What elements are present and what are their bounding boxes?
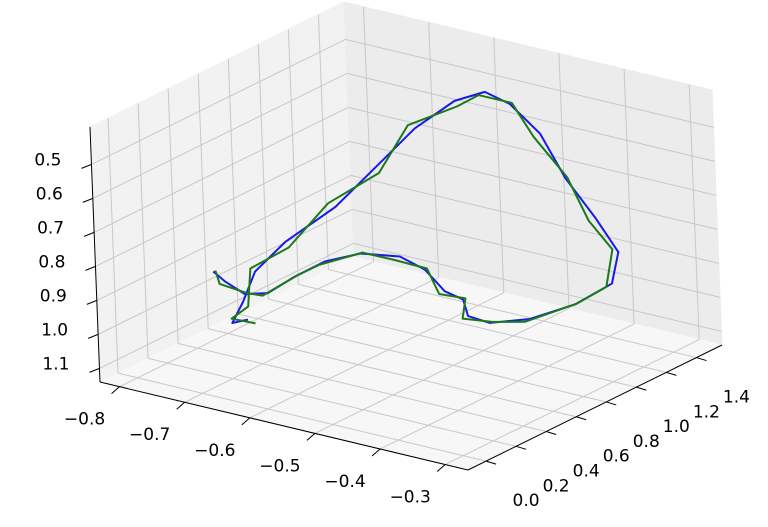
grid-line bbox=[91, 38, 346, 165]
x-tick bbox=[111, 386, 120, 395]
y-tick-label: 0.8 bbox=[633, 432, 660, 452]
y-tick-label: 1.4 bbox=[723, 388, 750, 408]
y-tick-label: 0.4 bbox=[573, 462, 600, 482]
grid-line bbox=[352, 208, 721, 298]
y-tick bbox=[485, 460, 497, 465]
grid-line bbox=[345, 38, 714, 128]
z-tick bbox=[89, 367, 100, 373]
z-tick-label: 1.0 bbox=[41, 320, 68, 340]
grid-line bbox=[99, 242, 354, 369]
x-axis-line bbox=[99, 381, 469, 471]
grid-line bbox=[314, 307, 570, 434]
grid-line bbox=[348, 106, 717, 196]
x-tick bbox=[306, 433, 316, 441]
y-tick bbox=[576, 416, 587, 421]
grid-line bbox=[317, 14, 329, 270]
z-tick-label: 0.5 bbox=[34, 150, 61, 170]
grid-line bbox=[428, 22, 440, 278]
y-tick bbox=[515, 445, 527, 450]
grid-line bbox=[96, 174, 352, 301]
y-tick bbox=[606, 401, 617, 406]
grid-line bbox=[287, 29, 299, 285]
z-tick-label: 0.8 bbox=[38, 252, 65, 272]
grid-line bbox=[137, 103, 149, 359]
grid-line bbox=[444, 339, 700, 465]
z-axis-line bbox=[89, 126, 101, 383]
z-tick-label: 0.9 bbox=[40, 286, 67, 306]
grid-line bbox=[249, 292, 505, 419]
grid-line bbox=[493, 37, 505, 293]
grid-line bbox=[298, 283, 667, 373]
grid-line bbox=[623, 68, 635, 324]
grid-line bbox=[346, 72, 715, 162]
z-tick bbox=[83, 231, 95, 237]
x-tick-label: −0.6 bbox=[194, 441, 235, 461]
grid-line bbox=[353, 242, 722, 332]
y-tick-label: 1.0 bbox=[663, 417, 690, 437]
z-tick bbox=[85, 265, 96, 271]
y-axis-line bbox=[467, 344, 723, 471]
grid-line bbox=[119, 261, 374, 388]
y-tick-label: 0.0 bbox=[513, 491, 540, 511]
z-tick bbox=[81, 163, 92, 169]
z-tick-label: 0.6 bbox=[36, 184, 63, 204]
grid-line bbox=[349, 140, 718, 230]
grid-line bbox=[257, 44, 269, 300]
grid-line bbox=[107, 118, 119, 374]
grid-line bbox=[227, 58, 239, 314]
y-tick-label: 0.2 bbox=[543, 476, 570, 496]
x-tick bbox=[371, 448, 381, 457]
y-tick-label: 1.2 bbox=[693, 402, 720, 422]
y-tick-label: 0.6 bbox=[603, 447, 630, 467]
x-tick bbox=[241, 417, 251, 426]
grid-line bbox=[363, 6, 375, 262]
trajectory bbox=[212, 90, 620, 325]
grid-line bbox=[238, 313, 607, 403]
grid-line bbox=[558, 53, 570, 309]
x-tick-label: −0.3 bbox=[390, 488, 431, 508]
x-tick bbox=[436, 464, 446, 472]
y-tick bbox=[666, 371, 677, 376]
grid-line bbox=[178, 343, 547, 433]
grid-line bbox=[328, 269, 697, 359]
z-tick bbox=[86, 299, 97, 305]
grid-line bbox=[147, 357, 517, 447]
grid-line bbox=[93, 106, 349, 233]
grid-line bbox=[95, 140, 350, 267]
grid-line bbox=[379, 323, 635, 450]
z-tick bbox=[87, 333, 99, 339]
x-tick bbox=[176, 401, 186, 410]
grid-line bbox=[92, 72, 348, 199]
x-tick-label: −0.4 bbox=[324, 472, 365, 492]
x-tick-label: −0.8 bbox=[64, 410, 105, 430]
grid-line bbox=[350, 174, 719, 264]
grid-line bbox=[167, 88, 179, 344]
z-tick bbox=[82, 197, 93, 203]
grid-line bbox=[184, 276, 439, 403]
y-tick bbox=[546, 431, 557, 436]
y-tick bbox=[696, 357, 707, 362]
trajectory bbox=[214, 94, 614, 325]
grid-line bbox=[97, 208, 353, 335]
z-tick-label: 1.1 bbox=[42, 354, 69, 374]
x-tick-label: −0.7 bbox=[129, 425, 170, 445]
grid-line bbox=[268, 298, 637, 388]
y-tick bbox=[636, 386, 647, 391]
grid-line bbox=[117, 372, 487, 462]
z-tick-label: 0.7 bbox=[37, 218, 64, 238]
grid-line bbox=[208, 328, 577, 418]
grid-line bbox=[197, 73, 209, 329]
x-tick-label: −0.5 bbox=[259, 456, 300, 476]
grid-line bbox=[688, 84, 700, 340]
